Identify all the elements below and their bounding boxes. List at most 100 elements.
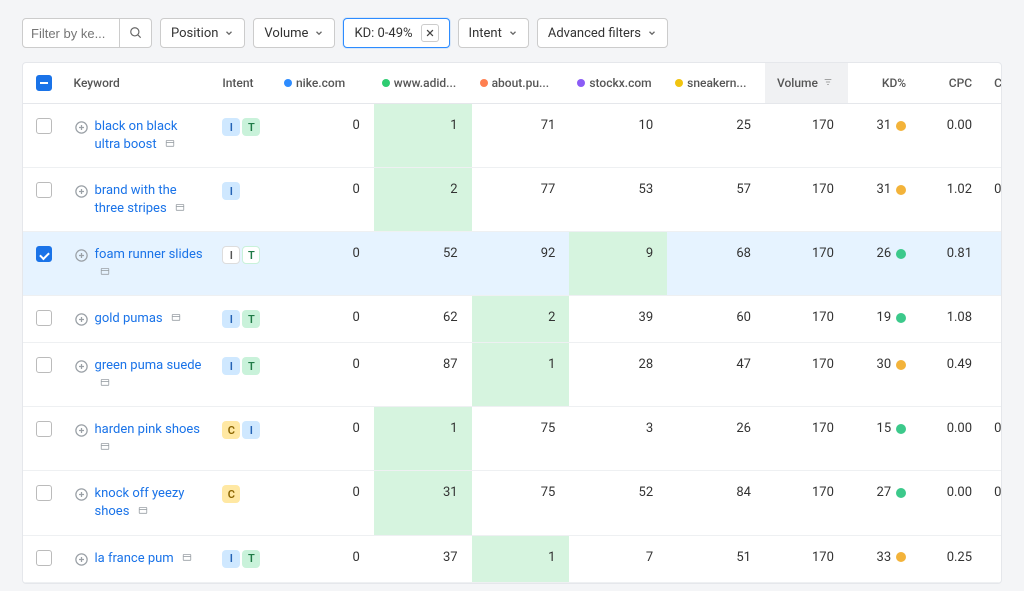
serp-features-icon[interactable] [181, 551, 193, 566]
cpc-cell: 1.08 [920, 296, 986, 343]
extra-cell: 0 [986, 168, 1001, 232]
keyword-link[interactable]: knock off yeezy shoes [95, 485, 207, 520]
expand-icon[interactable] [74, 423, 89, 438]
col-competitor-2[interactable]: about.pu... [472, 63, 570, 104]
search-button[interactable] [120, 18, 152, 48]
table-row: foam runner slides IT05292968170260.81 [23, 232, 1001, 296]
expand-icon[interactable] [74, 248, 89, 263]
kd-cell: 30 [848, 343, 920, 407]
kd-cell: 31 [848, 104, 920, 168]
filter-position[interactable]: Position [160, 18, 245, 48]
expand-icon[interactable] [74, 359, 89, 374]
keyword-link[interactable]: green puma suede [95, 357, 207, 392]
intent-badge: I [222, 357, 240, 375]
keyword-filter-input[interactable] [22, 18, 120, 48]
col-keyword[interactable]: Keyword [66, 63, 215, 104]
competitor-cell: 0 [276, 407, 374, 471]
cpc-cell: 1.02 [920, 168, 986, 232]
competitor-cell: 92 [472, 232, 570, 296]
serp-features-icon[interactable] [137, 504, 149, 519]
expand-icon[interactable] [74, 312, 89, 327]
competitor-cell: 0 [276, 296, 374, 343]
clear-kd-filter[interactable] [421, 24, 439, 42]
keyword-link[interactable]: gold pumas [95, 310, 182, 328]
volume-cell: 170 [765, 232, 848, 296]
select-all-checkbox[interactable] [36, 75, 52, 91]
intent-badge: I [222, 182, 240, 200]
table-row: harden pink shoes CI0175326170150.000 [23, 407, 1001, 471]
competitor-cell: 71 [472, 104, 570, 168]
kd-cell: 15 [848, 407, 920, 471]
competitor-cell: 62 [374, 296, 472, 343]
dot-icon [284, 79, 292, 87]
search-icon [129, 26, 143, 40]
competitor-cell: 87 [374, 343, 472, 407]
filter-volume[interactable]: Volume [253, 18, 335, 48]
col-competitor-0[interactable]: nike.com [276, 63, 374, 104]
col-cpc[interactable]: CPC [920, 63, 986, 104]
col-volume[interactable]: Volume [765, 63, 848, 104]
intent-badge: C [222, 485, 240, 503]
col-competitor-1[interactable]: www.adid... [374, 63, 472, 104]
serp-features-icon[interactable] [99, 440, 111, 455]
filter-kd-active[interactable]: KD: 0-49% [343, 18, 449, 48]
col-competitor-3[interactable]: stockx.com [569, 63, 667, 104]
keyword-link[interactable]: foam runner slides [95, 246, 207, 281]
competitor-cell: 68 [667, 232, 765, 296]
col-competitor-4[interactable]: sneakern... [667, 63, 765, 104]
col-kd[interactable]: KD% [848, 63, 920, 104]
row-checkbox[interactable] [36, 357, 52, 373]
cpc-cell: 0.00 [920, 407, 986, 471]
serp-features-icon[interactable] [170, 311, 182, 326]
filter-label: Advanced filters [548, 26, 641, 41]
competitor-cell: 52 [374, 232, 472, 296]
serp-features-icon[interactable] [99, 265, 111, 280]
competitor-cell: 77 [472, 168, 570, 232]
expand-icon[interactable] [74, 487, 89, 502]
keyword-link[interactable]: la france pum [95, 550, 193, 568]
row-checkbox[interactable] [36, 182, 52, 198]
filter-label: Volume [264, 26, 308, 41]
competitor-cell: 7 [569, 535, 667, 582]
row-checkbox[interactable] [36, 246, 52, 262]
intent-badge: T [242, 118, 260, 136]
competitor-cell: 0 [276, 104, 374, 168]
competitor-cell: 25 [667, 104, 765, 168]
competitor-cell: 84 [667, 471, 765, 535]
expand-icon[interactable] [74, 184, 89, 199]
competitor-cell: 60 [667, 296, 765, 343]
keyword-table-wrap: Keyword Intent nike.com www.adid... abou… [22, 62, 1002, 584]
competitor-cell: 37 [374, 535, 472, 582]
expand-icon[interactable] [74, 120, 89, 135]
serp-features-icon[interactable] [174, 201, 186, 216]
col-intent[interactable]: Intent [214, 63, 276, 104]
chevron-down-icon [647, 28, 657, 38]
competitor-cell: 2 [472, 296, 570, 343]
serp-features-icon[interactable] [99, 376, 111, 391]
serp-features-icon[interactable] [164, 137, 176, 152]
volume-cell: 170 [765, 535, 848, 582]
expand-icon[interactable] [74, 552, 89, 567]
row-checkbox[interactable] [36, 310, 52, 326]
row-checkbox[interactable] [36, 550, 52, 566]
keyword-link[interactable]: brand with the three stripes [95, 182, 207, 217]
competitor-cell: 9 [569, 232, 667, 296]
chevron-down-icon [314, 28, 324, 38]
row-checkbox[interactable] [36, 485, 52, 501]
filter-label: Position [171, 26, 218, 41]
filter-advanced[interactable]: Advanced filters [537, 18, 668, 48]
competitor-cell: 0 [276, 232, 374, 296]
filter-intent[interactable]: Intent [458, 18, 529, 48]
keyword-link[interactable]: black on black ultra boost [95, 118, 207, 153]
competitor-cell: 75 [472, 407, 570, 471]
table-row: green puma suede IT08712847170300.49 [23, 343, 1001, 407]
intent-badge: I [222, 310, 240, 328]
row-checkbox[interactable] [36, 118, 52, 134]
cpc-cell: 0.00 [920, 471, 986, 535]
row-checkbox[interactable] [36, 421, 52, 437]
competitor-cell: 28 [569, 343, 667, 407]
table-row: la france pum IT0371751170330.25 [23, 535, 1001, 582]
cpc-cell: 0.25 [920, 535, 986, 582]
keyword-link[interactable]: harden pink shoes [95, 421, 207, 456]
competitor-cell: 26 [667, 407, 765, 471]
